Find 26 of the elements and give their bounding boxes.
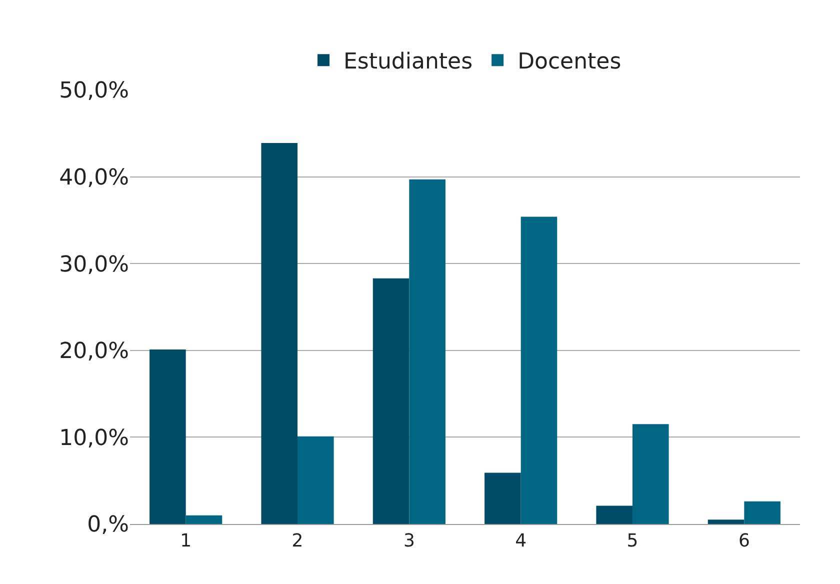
- y-tick-label: 0,%: [87, 512, 129, 538]
- bar: [150, 350, 186, 524]
- x-tick-label: 4: [515, 530, 527, 552]
- legend-label: Docentes: [518, 50, 622, 75]
- y-tick-label: 50,0%: [59, 78, 129, 104]
- y-tick-label: 30,0%: [59, 252, 129, 278]
- bar: [261, 142, 298, 524]
- bar: [484, 472, 521, 524]
- bar: [632, 424, 669, 524]
- x-tick-label: 6: [738, 530, 750, 552]
- x-tick-label: 2: [292, 530, 304, 552]
- bar: [186, 515, 222, 524]
- legend-label: Estudiantes: [344, 50, 473, 75]
- y-tick-label: 10,0%: [59, 426, 129, 451]
- y-tick-label: 40,0%: [59, 166, 129, 190]
- bar: [596, 506, 632, 524]
- bar: [708, 520, 744, 524]
- x-tick-label: 1: [180, 530, 192, 552]
- bar: [372, 278, 410, 524]
- x-tick-label: 5: [626, 530, 638, 552]
- bar: [298, 436, 334, 524]
- y-tick-label: 20,0%: [59, 339, 129, 364]
- bar: [520, 216, 558, 524]
- bar: [744, 501, 780, 524]
- bar: [409, 179, 446, 524]
- x-tick-label: 3: [403, 530, 415, 552]
